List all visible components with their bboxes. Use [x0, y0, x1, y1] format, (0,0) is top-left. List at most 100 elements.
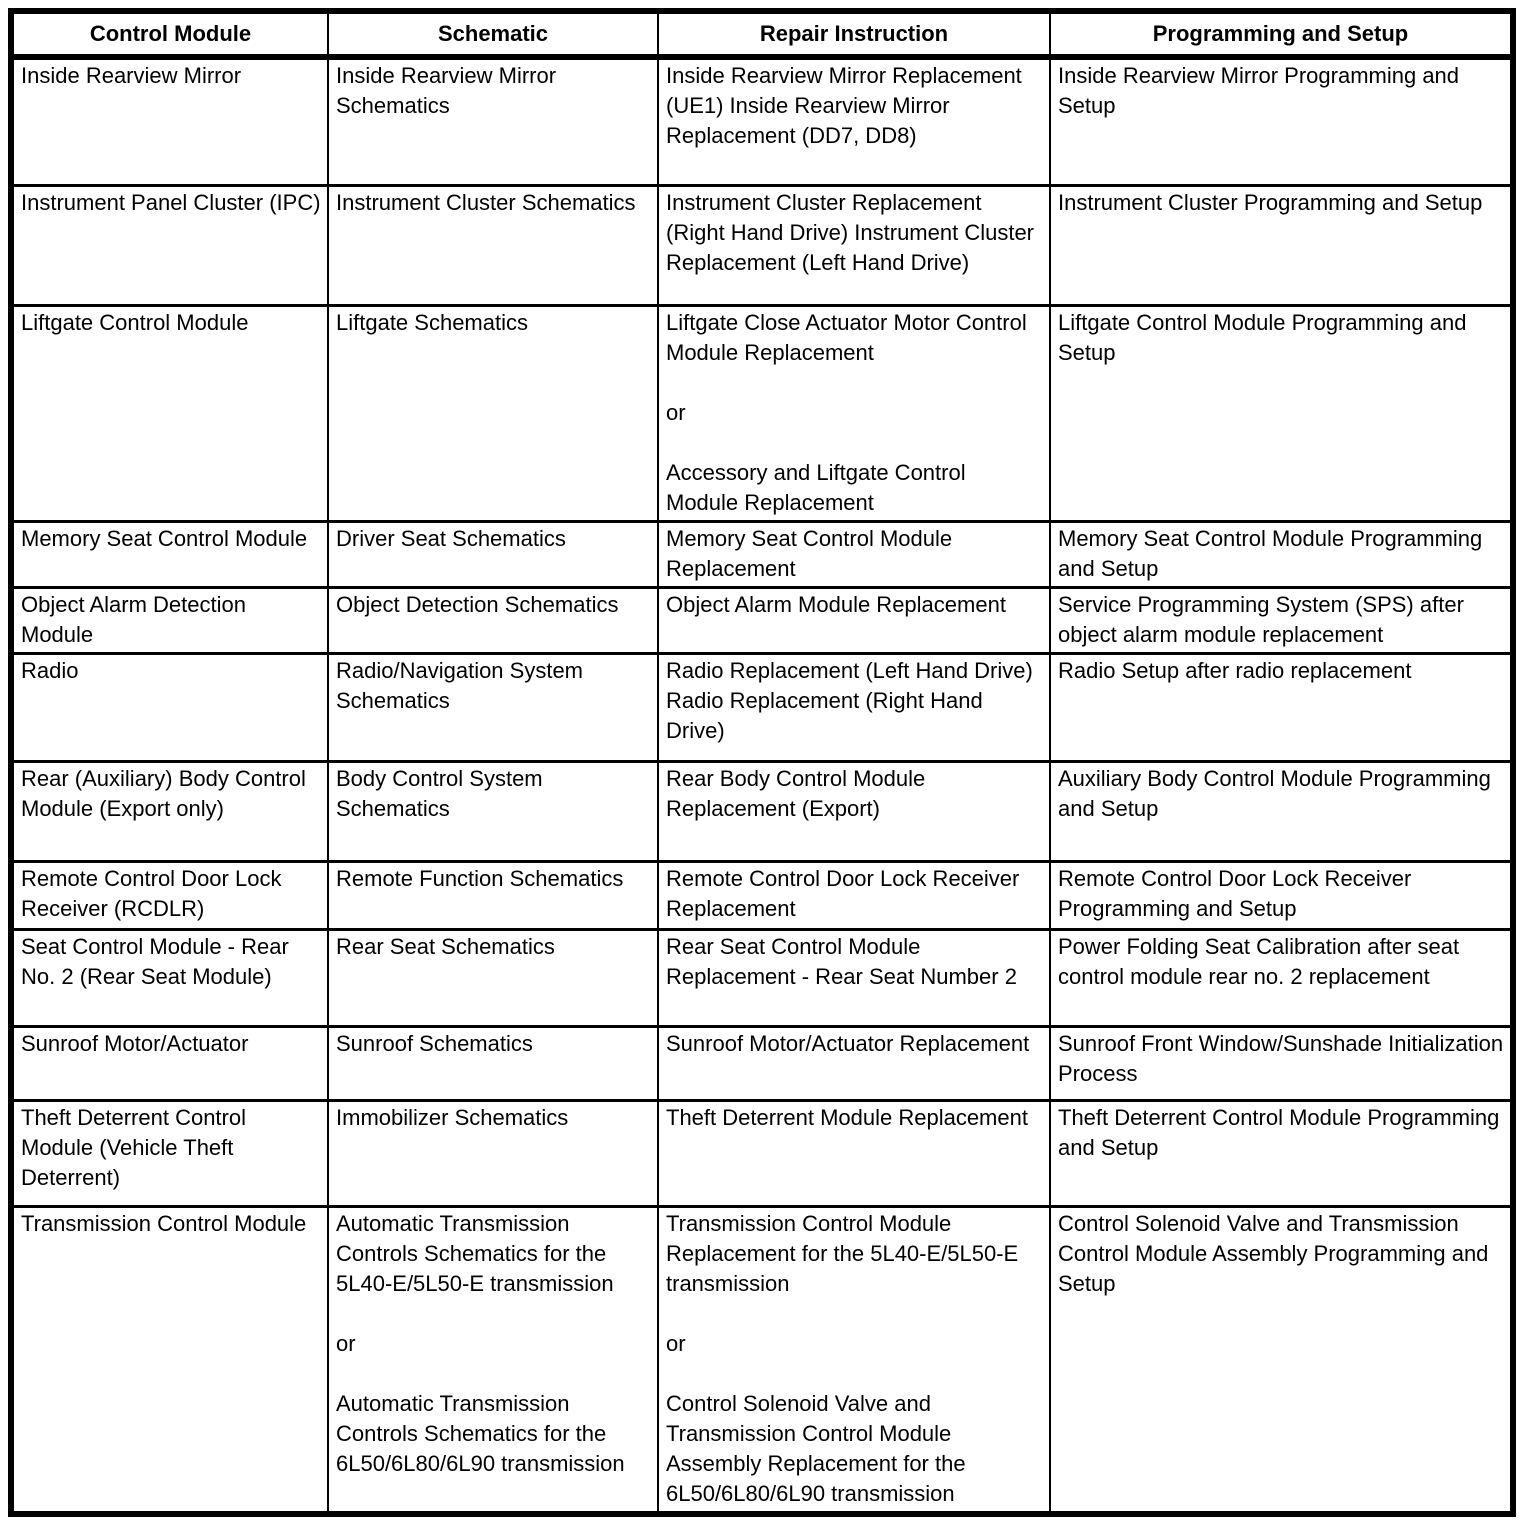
- cell-paragraph: Liftgate Schematics: [336, 309, 528, 335]
- cell-paragraph: Theft Deterrent Control Module (Vehicle …: [21, 1104, 246, 1190]
- table-cell: Transmission Control Module Replacement …: [657, 1204, 1051, 1515]
- table-cell: Inside Rearview Mirror Replacement (UE1)…: [657, 55, 1051, 187]
- table-cell: Radio Replacement (Left Hand Drive) Radi…: [657, 651, 1051, 763]
- cell-paragraph: Inside Rearview Mirror: [21, 63, 242, 88]
- cell-paragraph: Seat Control Module - Rear No. 2 (Rear S…: [21, 933, 289, 989]
- table-cell: Auxiliary Body Control Module Programmin…: [1049, 759, 1514, 863]
- table-cell: Driver Seat Schematics: [327, 519, 659, 589]
- table-body: Inside Rearview Mirror Inside Rearview Mi…: [10, 55, 1514, 1515]
- cell-paragraph: Inside Rearview Mirror Schematics: [336, 63, 557, 118]
- cell-paragraph: Liftgate Control Module Programming and …: [1058, 309, 1467, 365]
- cell-paragraph: Sunroof Schematics: [336, 1030, 533, 1056]
- cell-paragraph: Object Detection Schematics: [336, 591, 619, 617]
- table-cell: Seat Control Module - Rear No. 2 (Rear S…: [10, 927, 329, 1028]
- cell-paragraph: Radio Setup after radio replacement: [1058, 657, 1412, 683]
- table-row: Transmission Control Module Automatic Tra…: [10, 1204, 1514, 1515]
- cell-paragraph: Theft Deterrent Control Module Programmi…: [1058, 1104, 1500, 1160]
- table-cell: Liftgate Control Module Programming and …: [1049, 303, 1514, 523]
- table-cell: Radio Setup after radio replacement: [1049, 651, 1514, 763]
- cell-paragraph: or: [336, 1330, 356, 1356]
- table-cell: Sunroof Front Window/Sunshade Initializa…: [1049, 1024, 1514, 1102]
- table-cell: Instrument Cluster Schematics: [327, 183, 659, 307]
- cell-paragraph: Automatic Transmission Controls Schemati…: [336, 1210, 614, 1296]
- cell-paragraph: Memory Seat Control Module Replacement: [666, 525, 953, 581]
- cell-paragraph: Control Solenoid Valve and Transmission …: [1058, 1210, 1489, 1296]
- table-cell: Service Programming System (SPS) after o…: [1049, 585, 1514, 655]
- cell-paragraph: Body Control System Schematics: [336, 765, 543, 821]
- table-row: Memory Seat Control Module Driver Seat Sc…: [10, 519, 1514, 589]
- cell-paragraph: Liftgate Close Actuator Motor Control Mo…: [666, 309, 1027, 365]
- table-cell: Object Detection Schematics: [327, 585, 659, 655]
- table-cell: Rear Body Control Module Replacement (Ex…: [657, 759, 1051, 863]
- table-row: Radio Radio/Navigation System Schematics R…: [10, 651, 1514, 763]
- cell-paragraph: Control Solenoid Valve and Transmission …: [666, 1390, 966, 1506]
- cell-paragraph: Sunroof Front Window/Sunshade Initializa…: [1058, 1030, 1504, 1086]
- table-row: Rear (Auxiliary) Body Control Module (Ex…: [10, 759, 1514, 863]
- table-cell: Theft Deterrent Control Module (Vehicle …: [10, 1098, 329, 1208]
- column-header-control-module: Control Module: [10, 8, 329, 60]
- cell-paragraph: Power Folding Seat Calibration after sea…: [1058, 933, 1460, 989]
- cell-paragraph: Sunroof Motor/Actuator: [21, 1030, 249, 1056]
- table-cell: Theft Deterrent Module Replacement: [657, 1098, 1051, 1208]
- cell-paragraph: Service Programming System (SPS) after o…: [1058, 591, 1464, 647]
- table-row: Instrument Panel Cluster (IPC) Instrument…: [10, 183, 1514, 307]
- table-cell: Theft Deterrent Control Module Programmi…: [1049, 1098, 1514, 1208]
- cell-paragraph: Instrument Cluster Programming and Setup: [1058, 189, 1483, 215]
- cell-paragraph: Object Alarm Module Replacement: [666, 591, 1006, 617]
- table-row: Object Alarm Detection Module Object Dete…: [10, 585, 1514, 655]
- table-cell: Object Alarm Detection Module: [10, 585, 329, 655]
- table-cell: Inside Rearview Mirror Schematics: [327, 55, 659, 187]
- table-cell: Rear (Auxiliary) Body Control Module (Ex…: [10, 759, 329, 863]
- table-row: Sunroof Motor/Actuator Sunroof Schematics…: [10, 1024, 1514, 1102]
- cell-paragraph: Liftgate Control Module: [21, 309, 249, 335]
- table-cell: Memory Seat Control Module: [10, 519, 329, 589]
- cell-paragraph: Radio Replacement (Left Hand Drive) Radi…: [666, 657, 1033, 743]
- cell-paragraph: Object Alarm Detection Module: [21, 591, 246, 647]
- column-header-programming-and-setup: Programming and Setup: [1049, 8, 1514, 60]
- control-module-table: Control Module Schematic Repair Instruct…: [8, 8, 1516, 1517]
- table-row: Liftgate Control Module Liftgate Schemati…: [10, 303, 1514, 523]
- cell-paragraph: Radio/Navigation System Schematics: [336, 657, 584, 713]
- table-cell: Transmission Control Module: [10, 1204, 329, 1515]
- table-row: Seat Control Module - Rear No. 2 (Rear S…: [10, 927, 1514, 1028]
- column-header-repair-instruction: Repair Instruction: [657, 8, 1051, 60]
- cell-paragraph: Memory Seat Control Module: [21, 525, 308, 551]
- table-cell: Inside Rearview Mirror: [10, 55, 329, 187]
- cell-paragraph: Theft Deterrent Module Replacement: [666, 1104, 1028, 1130]
- table-cell: Rear Seat Control Module Replacement - R…: [657, 927, 1051, 1028]
- cell-paragraph: or: [666, 399, 686, 425]
- cell-paragraph: Instrument Panel Cluster (IPC): [21, 189, 321, 215]
- cell-paragraph: Sunroof Motor/Actuator Replacement: [666, 1030, 1030, 1056]
- column-header-schematic: Schematic: [327, 8, 659, 60]
- cell-paragraph: Immobilizer Schematics: [336, 1104, 569, 1130]
- table-cell: Memory Seat Control Module Programming a…: [1049, 519, 1514, 589]
- cell-paragraph: Inside Rearview Mirror Programming and S…: [1058, 63, 1460, 118]
- cell-paragraph: Remote Control Door Lock Receiver Progra…: [1058, 865, 1412, 921]
- table-header-row: Control Module Schematic Repair Instruct…: [10, 8, 1514, 60]
- cell-paragraph: Automatic Transmission Controls Schemati…: [336, 1390, 625, 1476]
- cell-paragraph: Transmission Control Module: [21, 1210, 307, 1236]
- cell-paragraph: or: [666, 1330, 686, 1356]
- cell-paragraph: Remote Control Door Lock Receiver Replac…: [666, 865, 1020, 921]
- cell-paragraph: Rear Body Control Module Replacement (Ex…: [666, 765, 926, 821]
- cell-paragraph: Instrument Cluster Schematics: [336, 189, 636, 215]
- table-cell: Instrument Cluster Programming and Setup: [1049, 183, 1514, 307]
- table-cell: Automatic Transmission Controls Schemati…: [327, 1204, 659, 1515]
- table-row: Inside Rearview Mirror Inside Rearview Mi…: [10, 55, 1514, 187]
- cell-paragraph: Memory Seat Control Module Programming a…: [1058, 525, 1483, 581]
- table-cell: Remote Control Door Lock Receiver Progra…: [1049, 859, 1514, 931]
- table-cell: Radio: [10, 651, 329, 763]
- cell-paragraph: Accessory and Liftgate Control Module Re…: [666, 459, 966, 515]
- table-row: Remote Control Door Lock Receiver (RCDLR…: [10, 859, 1514, 931]
- cell-paragraph: Radio: [21, 657, 79, 683]
- table-row: Theft Deterrent Control Module (Vehicle …: [10, 1098, 1514, 1208]
- cell-paragraph: Remote Control Door Lock Receiver (RCDLR…: [21, 865, 282, 921]
- cell-paragraph: Instrument Cluster Replacement (Right Ha…: [666, 189, 1035, 275]
- table-cell: Sunroof Schematics: [327, 1024, 659, 1102]
- table-cell: Instrument Panel Cluster (IPC): [10, 183, 329, 307]
- cell-paragraph: Inside Rearview Mirror Replacement (UE1)…: [666, 63, 1022, 148]
- table-cell: Immobilizer Schematics: [327, 1098, 659, 1208]
- cell-paragraph: Auxiliary Body Control Module Programmin…: [1058, 765, 1491, 821]
- table-cell: Liftgate Close Actuator Motor Control Mo…: [657, 303, 1051, 523]
